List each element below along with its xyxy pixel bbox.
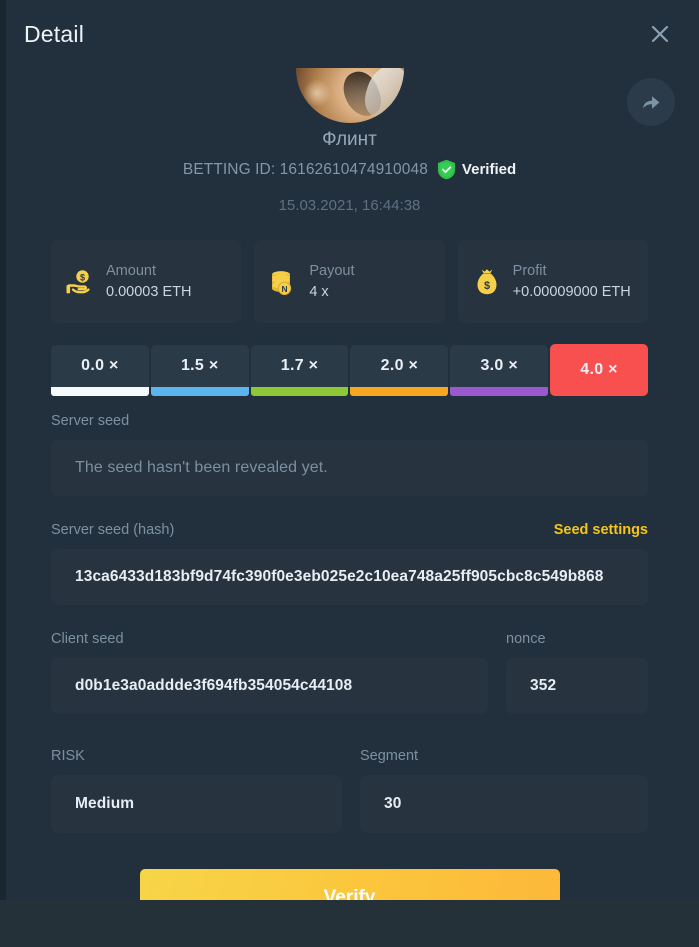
multiplier-label: 3.0 × <box>480 357 518 374</box>
stat-value: 0.00003 ETH <box>106 283 192 300</box>
username: Флинт <box>322 129 377 150</box>
verified-label: Verified <box>461 161 517 178</box>
shield-check-icon <box>437 159 456 180</box>
server-seed-value: The seed hasn't been revealed yet. <box>75 459 328 476</box>
seed-settings-link[interactable]: Seed settings <box>553 522 648 538</box>
risk-value: Medium <box>75 795 135 812</box>
betting-id-row: BETTING ID: 16162610474910048 Verified <box>0 159 699 180</box>
server-seed-label: Server seed <box>51 413 130 429</box>
nonce-group: nonce 352 <box>506 631 648 714</box>
profile-block: Флинт BETTING ID: 16162610474910048 Veri… <box>0 68 699 214</box>
stat-card-amount: $ Amount 0.00003 ETH <box>51 240 242 323</box>
server-seed-hash-section: Server seed (hash) Seed settings 13ca643… <box>0 522 699 605</box>
segment-label: Segment <box>360 748 419 764</box>
multiplier-chip-5[interactable]: 4.0 × <box>550 344 648 396</box>
svg-text:N: N <box>282 283 288 293</box>
multiplier-label: 1.5 × <box>180 357 219 374</box>
multiplier-label: 2.0 × <box>380 357 419 374</box>
page-title: Detail <box>24 20 85 47</box>
modal-body: Флинт BETTING ID: 16162610474910048 Veri… <box>0 68 699 947</box>
risk-field[interactable]: Medium <box>51 775 342 833</box>
server-seed-field[interactable]: The seed hasn't been revealed yet. <box>51 440 648 496</box>
risk-group: RISK Medium <box>51 748 342 833</box>
nonce-field[interactable]: 352 <box>506 658 648 714</box>
multiplier-chip-3[interactable]: 2.0 × <box>350 345 449 396</box>
multiplier-chip-2[interactable]: 1.7 × <box>250 345 349 396</box>
multiplier-chip-4[interactable]: 3.0 × <box>450 345 549 396</box>
svg-text:$: $ <box>484 280 490 292</box>
nonce-label: nonce <box>506 631 546 647</box>
stats-row: $ Amount 0.00003 ETH <box>0 240 699 323</box>
nonce-value: 352 <box>530 677 557 694</box>
server-seed-hash-value: 13ca6433d183bf9d74fc390f0e3eb025e2c10ea7… <box>75 568 604 585</box>
stat-label: Profit <box>512 263 547 280</box>
stat-value: 4 x <box>309 283 329 300</box>
timestamp: 15.03.2021, 16:44:38 <box>278 197 421 214</box>
modal-left-edge <box>0 0 6 947</box>
betting-id: BETTING ID: 16162610474910048 <box>182 160 428 178</box>
multiplier-underline <box>250 387 349 396</box>
segment-field[interactable]: 30 <box>360 775 648 833</box>
multiplier-chip-0[interactable]: 0.0 × <box>51 345 149 396</box>
close-icon[interactable] <box>643 17 677 51</box>
share-button[interactable] <box>627 78 675 126</box>
server-seed-hash-field[interactable]: 13ca6433d183bf9d74fc390f0e3eb025e2c10ea7… <box>51 549 648 605</box>
stat-card-payout: N Payout 4 x <box>254 240 445 323</box>
client-seed-label: Client seed <box>51 631 124 647</box>
share-arrow-icon <box>639 90 663 114</box>
stat-label: Payout <box>309 263 355 280</box>
modal-header: Detail <box>0 0 699 68</box>
client-seed-value: d0b1e3a0addde3f694fb354054c44108 <box>75 677 353 694</box>
segment-group: Segment 30 <box>360 748 648 833</box>
segment-value: 30 <box>384 795 402 812</box>
multiplier-chip-1[interactable]: 1.5 × <box>150 345 249 396</box>
avatar-image <box>295 68 404 123</box>
stat-value: +0.00009000 ETH <box>512 283 631 300</box>
multiplier-label: 4.0 × <box>580 361 618 378</box>
multiplier-label: 0.0 × <box>81 357 119 374</box>
server-seed-section: Server seed The seed hasn't been reveale… <box>0 413 699 496</box>
multiplier-underline <box>150 387 249 396</box>
risk-label: RISK <box>51 748 85 764</box>
server-seed-hash-label: Server seed (hash) <box>51 522 175 538</box>
multiplier-label: 1.7 × <box>280 357 319 374</box>
stat-card-profit: $ Profit +0.00009000 ETH <box>457 240 648 323</box>
status-badge: Verified <box>437 159 516 180</box>
risk-segment-row: RISK Medium Segment 30 <box>0 748 699 833</box>
multiplier-underline <box>350 387 449 396</box>
multiplier-row: 0.0 × 1.5 × 1.7 × 2.0 × 3.0 × 4.0 × <box>0 344 699 396</box>
client-seed-field[interactable]: d0b1e3a0addde3f694fb354054c44108 <box>51 658 488 714</box>
multiplier-underline <box>450 387 549 396</box>
hand-coin-icon: $ <box>65 267 95 297</box>
stat-label: Amount <box>106 263 156 280</box>
money-bag-icon: $ <box>472 267 502 297</box>
client-seed-nonce-row: Client seed d0b1e3a0addde3f694fb354054c4… <box>0 631 699 714</box>
svg-text:$: $ <box>80 272 85 282</box>
bottom-overlay <box>0 900 699 947</box>
coins-stack-icon: N <box>268 267 298 297</box>
avatar <box>295 68 404 123</box>
multiplier-underline <box>51 387 149 396</box>
client-seed-group: Client seed d0b1e3a0addde3f694fb354054c4… <box>51 631 488 714</box>
